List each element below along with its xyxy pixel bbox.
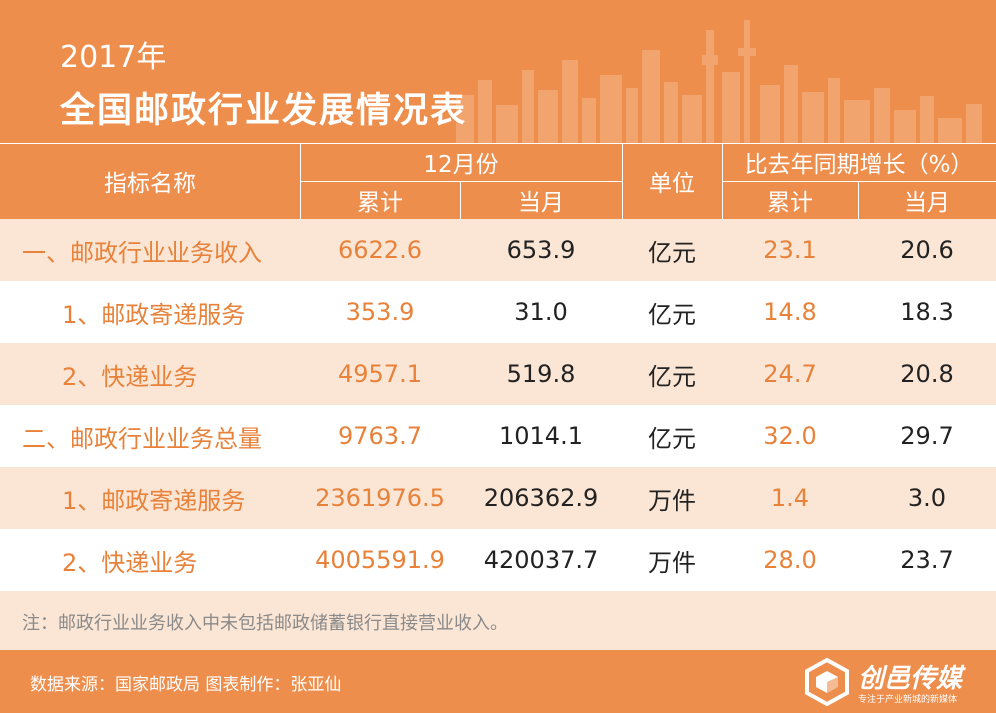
- row-growth-cumulative: 23.1: [763, 236, 817, 264]
- row-name: 一、邮政行业业务收入: [22, 238, 262, 267]
- row-month: 31.0: [514, 298, 568, 326]
- row-growth-month: 29.7: [900, 422, 954, 450]
- row-growth-month: 20.6: [900, 236, 954, 264]
- logo-slogan: 专注于产业新城的新媒体: [858, 695, 958, 705]
- row-growth-month: 23.7: [900, 546, 954, 574]
- table-row: 二、邮政行业业务总量 9763.7 1014.1 亿元 32.0 29.7: [0, 405, 996, 467]
- col-unit: 单位: [649, 171, 695, 197]
- city-skyline-graphic: [456, 20, 982, 143]
- table-row: 2、快递业务 4005591.9 420037.7 万件 28.0 23.7: [0, 529, 996, 591]
- row-name: 2、快递业务: [62, 362, 198, 391]
- row-unit: 万件: [648, 548, 696, 577]
- row-month: 1014.1: [499, 422, 583, 450]
- header-divider: [300, 181, 622, 182]
- footnote: 注：邮政行业业务收入中未包括邮政储蓄银行直接营业收入。: [22, 613, 508, 634]
- row-month: 519.8: [506, 360, 576, 388]
- row-month: 653.9: [506, 236, 576, 264]
- col-december: 12月份: [423, 152, 499, 178]
- row-growth-month: 3.0: [907, 484, 947, 512]
- row-growth-cumulative: 14.8: [763, 298, 817, 326]
- sub-col-month: 当月: [518, 190, 564, 216]
- row-cumulative: 9763.7: [338, 422, 422, 450]
- row-cumulative: 4957.1: [338, 360, 422, 388]
- row-cumulative: 353.9: [345, 298, 415, 326]
- row-growth-cumulative: 24.7: [763, 360, 817, 388]
- row-growth-month: 20.8: [900, 360, 954, 388]
- header-banner: 2017年 全国邮政行业发展情况表: [0, 0, 996, 143]
- row-growth-cumulative: 28.0: [763, 546, 817, 574]
- row-unit: 亿元: [648, 362, 696, 391]
- header-divider: [622, 143, 623, 219]
- logo-name: 创邑传媒: [858, 664, 963, 694]
- row-growth-cumulative: 32.0: [763, 422, 817, 450]
- row-name: 2、快递业务: [62, 548, 198, 577]
- footer-bar: 数据来源：国家邮政局 图表制作：张亚仙 创邑传媒 专注于产业新城的新媒体: [0, 650, 996, 713]
- row-unit: 亿元: [648, 424, 696, 453]
- brand-logo: 创邑传媒 专注于产业新城的新媒体: [800, 654, 982, 710]
- header-divider: [0, 143, 996, 144]
- table-row: 2、快递业务 4957.1 519.8 亿元 24.7 20.8: [0, 343, 996, 405]
- row-growth-cumulative: 1.4: [770, 484, 810, 512]
- table-row: 1、邮政寄递服务 2361976.5 206362.9 万件 1.4 3.0: [0, 467, 996, 529]
- row-cumulative: 2361976.5: [315, 484, 445, 512]
- header-divider: [858, 181, 859, 219]
- row-unit: 亿元: [648, 300, 696, 329]
- table-row: 1、邮政寄递服务 353.9 31.0 亿元 14.8 18.3: [0, 281, 996, 343]
- row-unit: 亿元: [648, 238, 696, 267]
- row-month: 206362.9: [483, 484, 599, 512]
- row-growth-month: 18.3: [900, 298, 954, 326]
- row-name: 1、邮政寄递服务: [62, 300, 246, 329]
- table-header: 指标名称 12月份 单位 比去年同期增长（%） 累计 当月 累计 当月: [0, 143, 996, 219]
- row-cumulative: 4005591.9: [315, 546, 445, 574]
- cube-logo-icon: [805, 657, 849, 707]
- sub-col-growth-month: 当月: [904, 190, 950, 216]
- header-divider: [460, 181, 461, 219]
- source-credit: 数据来源：国家邮政局 图表制作：张亚仙: [30, 675, 342, 695]
- sub-col-growth-cumulative: 累计: [767, 190, 813, 216]
- col-indicator-name: 指标名称: [104, 171, 196, 197]
- row-name: 二、邮政行业业务总量: [22, 424, 262, 453]
- year-label: 2017年: [60, 40, 167, 75]
- page-title: 全国邮政行业发展情况表: [60, 91, 468, 131]
- row-name: 1、邮政寄递服务: [62, 486, 246, 515]
- header-divider: [722, 181, 996, 182]
- col-growth: 比去年同期增长（%）: [744, 152, 974, 178]
- sub-col-cumulative: 累计: [357, 190, 403, 216]
- note-section: 注：邮政行业业务收入中未包括邮政储蓄银行直接营业收入。: [0, 591, 996, 650]
- table-row: 一、邮政行业业务收入 6622.6 653.9 亿元 23.1 20.6: [0, 219, 996, 281]
- row-cumulative: 6622.6: [338, 236, 422, 264]
- row-unit: 万件: [648, 486, 696, 515]
- row-month: 420037.7: [483, 546, 599, 574]
